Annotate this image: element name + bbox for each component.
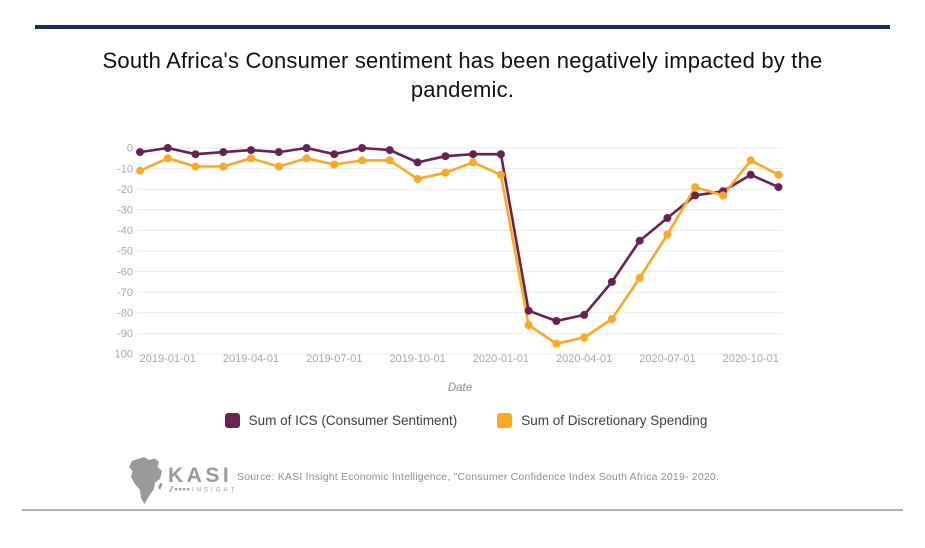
- legend-label: Sum of ICS (Consumer Sentiment): [248, 413, 458, 428]
- data-point-marker: [441, 168, 450, 177]
- y-axis-tick-label: 0: [127, 143, 133, 155]
- y-axis-tick-label: -10: [117, 163, 133, 175]
- data-point-marker: [358, 144, 367, 152]
- x-axis-tick-label: 2020-10-01: [723, 353, 779, 365]
- data-point-marker: [136, 166, 144, 175]
- data-point-marker: [663, 214, 672, 222]
- data-point-marker: [607, 315, 616, 323]
- title-block: South Africa's Consumer sentiment has be…: [0, 46, 925, 104]
- data-point-marker: [191, 150, 200, 159]
- data-point-marker: [358, 156, 367, 165]
- data-point-marker: [274, 148, 283, 157]
- data-point-marker: [496, 150, 505, 159]
- source-citation: Source: KASI Insight Economic Intelligen…: [237, 471, 720, 483]
- x-axis-tick-label: 2019-10-01: [389, 353, 445, 365]
- data-point-marker: [413, 174, 422, 183]
- kasi-logo: KASI INSIGHT: [122, 456, 240, 513]
- y-axis-tick-label: -90: [117, 328, 133, 340]
- bottom-divider-rule: [22, 509, 903, 511]
- logo-dots: [169, 486, 190, 492]
- data-point-marker: [302, 144, 311, 152]
- y-axis-tick-label: -30: [117, 205, 133, 217]
- data-point-marker: [469, 150, 478, 159]
- chart-canvas: 0 -10 -20 -30 -40 -50 -60 -70 -80 -90 100 2019-01-0…: [115, 143, 783, 394]
- x-axis-title: Date: [448, 382, 472, 394]
- y-axis-tick-label: 100: [115, 349, 133, 361]
- data-point-marker: [496, 170, 505, 179]
- data-point-marker: [413, 158, 422, 167]
- data-point-marker: [385, 146, 394, 155]
- x-axis-tick-label: 2019-07-01: [306, 353, 362, 365]
- data-point-marker: [191, 162, 200, 171]
- series-line: [138, 157, 780, 346]
- data-point-marker: [441, 152, 450, 161]
- data-point-marker: [607, 277, 616, 286]
- data-point-marker: [274, 162, 283, 171]
- data-point-marker: [469, 158, 478, 167]
- data-point-marker: [580, 333, 589, 342]
- data-point-marker: [746, 170, 755, 179]
- data-point-marker: [635, 236, 644, 245]
- legend-item: Sum of Discretionary Spending: [497, 413, 707, 428]
- data-point-marker: [163, 154, 172, 163]
- africa-icon: [129, 457, 163, 504]
- data-point-marker: [247, 146, 255, 155]
- page-title: South Africa's Consumer sentiment has be…: [102, 48, 823, 102]
- data-point-marker: [552, 339, 561, 348]
- data-point-marker: [635, 273, 644, 282]
- x-axis-tick-label: 2020-01-01: [473, 353, 529, 365]
- legend-item: Sum of ICS (Consumer Sentiment): [224, 413, 458, 428]
- logo-wordmark: KASI: [168, 464, 232, 487]
- data-point-marker: [524, 306, 533, 315]
- chart-legend: Sum of ICS (Consumer Sentiment) Sum of Di…: [120, 413, 812, 428]
- x-axis-tick-label: 2020-04-01: [556, 353, 612, 365]
- data-point-marker: [552, 317, 561, 325]
- data-point-marker: [219, 162, 228, 171]
- data-point-marker: [330, 150, 339, 159]
- y-axis-tick-label: -60: [117, 266, 133, 278]
- y-axis-tick-label: -70: [117, 287, 133, 299]
- data-point-marker: [774, 170, 783, 179]
- line-chart: 0 -10 -20 -30 -40 -50 -60 -70 -80 -90 100 2019-01-0…: [115, 143, 783, 394]
- data-point-marker: [385, 156, 394, 165]
- y-axis-tick-label: -80: [117, 308, 133, 320]
- data-point-marker: [524, 321, 533, 330]
- y-axis-tick-label: -50: [117, 246, 133, 258]
- data-point-marker: [302, 154, 311, 163]
- kasi-logo-graphic: KASI INSIGHT: [129, 457, 237, 504]
- data-point-marker: [247, 154, 255, 163]
- x-axis-tick-label: 2019-01-01: [140, 353, 196, 365]
- data-point-marker: [330, 160, 339, 169]
- data-point-marker: [163, 144, 172, 152]
- legend-swatch: [497, 413, 513, 428]
- y-axis-tick-label: -20: [117, 184, 133, 196]
- top-divider-rule: [35, 25, 890, 29]
- data-point-marker: [719, 191, 727, 200]
- legend-swatch: [224, 413, 240, 428]
- data-point-marker: [219, 148, 228, 157]
- x-axis-tick-label: 2019-04-01: [223, 353, 279, 365]
- data-point-marker: [746, 156, 755, 165]
- data-point-marker: [774, 183, 783, 192]
- data-point-marker: [580, 310, 589, 319]
- data-point-marker: [691, 191, 700, 200]
- logo-subtext: INSIGHT: [192, 488, 237, 494]
- y-axis-tick-label: -40: [117, 225, 133, 237]
- data-point-marker: [136, 148, 144, 157]
- legend-label: Sum of Discretionary Spending: [521, 413, 708, 428]
- series-line: [138, 146, 780, 323]
- data-point-marker: [691, 183, 700, 192]
- data-point-marker: [663, 230, 672, 239]
- x-axis-tick-label: 2020-07-01: [639, 353, 695, 365]
